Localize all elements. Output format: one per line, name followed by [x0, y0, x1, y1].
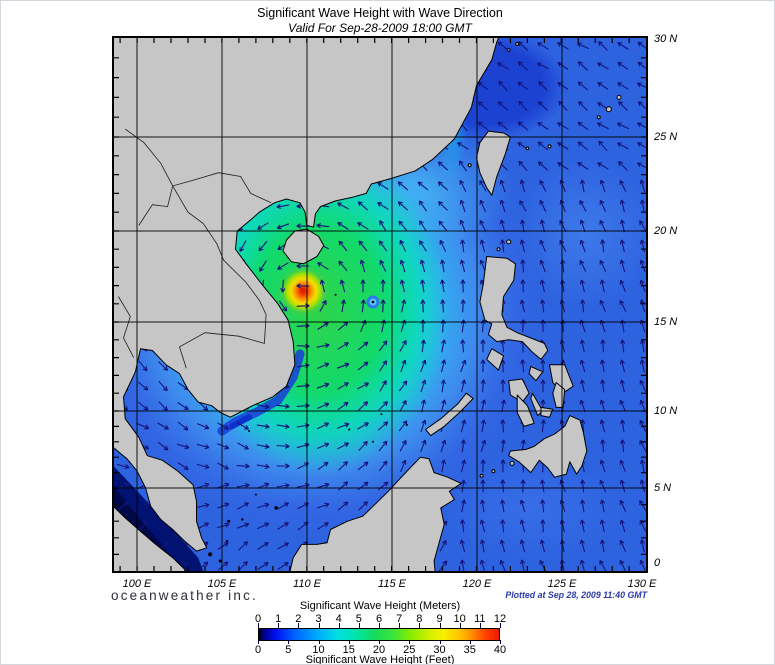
meters-tick-mark: [399, 623, 401, 628]
meters-tick-mark: [278, 623, 280, 628]
grid-layer: [114, 38, 646, 571]
feet-tick-mark: [439, 640, 441, 644]
lon-tick-label: 115 E: [378, 578, 406, 590]
wave-height-map: [114, 38, 646, 571]
meters-tick-label: 6: [375, 613, 383, 625]
meters-tick-label: 4: [335, 613, 342, 625]
chart-title: Significant Wave Height with Wave Direct…: [257, 6, 503, 20]
feet-tick-label: 40: [493, 644, 507, 656]
lon-tick-label: 100 E: [122, 578, 152, 590]
lon-tick-label: 125 E: [547, 578, 577, 590]
meters-tick-mark: [258, 623, 259, 628]
meters-tick-mark: [479, 623, 481, 628]
meters-tick-label: 11: [474, 613, 486, 625]
lat-tick-label: 15 N: [654, 316, 678, 328]
meters-tick-label: 2: [295, 613, 302, 625]
feet-tick-label: 30: [433, 644, 446, 656]
meters-tick-mark: [379, 623, 380, 628]
lon-tick-label: 110 E: [293, 578, 321, 590]
oceanweather-logo: oceanweather inc.: [111, 588, 258, 603]
storm-center: [276, 264, 331, 319]
meters-tick-mark: [500, 623, 501, 628]
lat-tick-label: 25 N: [654, 131, 678, 143]
feet-tick-label: 0: [254, 644, 262, 656]
lat-tick-label: 10 N: [654, 405, 678, 417]
feet-tick-mark: [409, 640, 411, 644]
feet-tick-mark: [318, 640, 320, 644]
land-layer: [114, 38, 622, 571]
plotted-timestamp: Plotted at Sep 28, 2009 11:40 GMT: [505, 590, 647, 600]
meters-tick-label: 5: [355, 613, 362, 625]
meters-tick-mark: [298, 623, 300, 628]
meters-tick-label: 3: [315, 613, 322, 625]
lat-tick-label: 5 N: [654, 482, 672, 494]
lat-tick-label: 30 N: [654, 33, 678, 45]
feet-tick-mark: [469, 640, 471, 644]
meters-tick-label: 7: [396, 613, 403, 625]
feet-tick-label: 35: [463, 644, 476, 656]
lat-tick-label: 20 N: [654, 225, 678, 237]
feet-tick-label: 20: [372, 644, 386, 656]
feet-tick-label: 15: [342, 644, 355, 656]
lon-tick-label: 105 E: [207, 578, 237, 590]
lon-tick-label: 120 E: [462, 578, 492, 590]
meters-tick-mark: [318, 623, 320, 628]
colorbar-title-meters: Significant Wave Height (Meters): [299, 600, 461, 612]
meters-tick-label: 8: [416, 613, 423, 625]
colorbar-title-feet: Significant Wave Height (Feet): [305, 654, 455, 665]
meters-tick-mark: [338, 623, 340, 628]
lat-tick-label: 0: [654, 557, 661, 569]
feet-tick-mark: [348, 640, 350, 644]
meters-tick-label: 9: [436, 613, 443, 625]
meters-tick-mark: [419, 623, 421, 628]
feet-tick-label: 10: [312, 644, 325, 656]
feet-tick-mark: [288, 640, 290, 644]
feet-tick-label: 25: [403, 644, 416, 656]
feet-tick-mark: [500, 640, 501, 644]
feet-tick-mark: [258, 640, 259, 644]
map-frame: [112, 36, 648, 573]
meters-tick-mark: [358, 623, 360, 628]
feet-tick-mark: [379, 640, 380, 644]
meters-tick-label: 12: [493, 613, 507, 625]
chart-subtitle: Valid For Sep-28-2009 18:00 GMT: [288, 21, 472, 35]
lon-tick-label: 130 E: [627, 578, 657, 590]
meters-tick-mark: [459, 623, 461, 628]
degree-ticks: [114, 38, 646, 571]
meters-tick-label: 10: [453, 613, 466, 625]
feet-tick-label: 5: [285, 644, 292, 656]
meters-tick-label: 0: [254, 613, 262, 625]
meters-tick-mark: [439, 623, 441, 628]
meters-tick-label: 1: [275, 613, 282, 625]
